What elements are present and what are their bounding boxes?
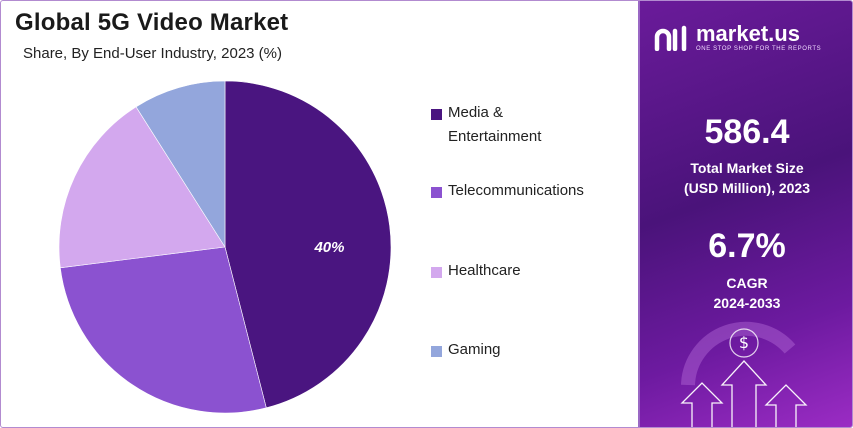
dollar-icon: $ (739, 333, 749, 352)
pie-slice-telecommunications (59, 246, 267, 414)
arrow-right-icon (764, 384, 808, 427)
market-size-value: 586.4 (704, 113, 790, 151)
legend-label-healthcare: Healthcare (448, 262, 521, 279)
chart-title: Global 5G Video Market (15, 9, 289, 36)
summary-panel: $ market.us ONE STOP SHOP FOR THE REPORT… (638, 1, 852, 427)
arrow-center-icon (720, 360, 768, 427)
pie-label-media-entertainment: 40% (313, 239, 344, 256)
brand-tagline: ONE STOP SHOP FOR THE REPORTS (696, 46, 822, 52)
legend-swatch-telecom (431, 187, 442, 198)
growth-arrows-illustration: $ (680, 321, 808, 427)
market-us-logo-icon (654, 25, 687, 51)
chart-subtitle: Share, By End-User Industry, 2023 (%) (23, 45, 282, 62)
cagr-label-1: CAGR (726, 275, 768, 291)
pie-chart: 40% (58, 80, 392, 414)
pie-slice-healthcare (58, 106, 226, 269)
legend-item-gaming: Gaming (431, 341, 501, 362)
legend-label-media-line2: Entertainment (448, 128, 542, 145)
arrow-left-icon (680, 382, 724, 427)
legend-label-media-line1: Media & (448, 104, 504, 121)
pie-slice-gaming (135, 80, 226, 249)
cagr-label-2: 2024-2033 (713, 295, 781, 311)
market-size-label-2: (USD Million), 2023 (683, 180, 811, 196)
chart-legend: Media & Entertainment Telecommunications… (431, 1, 636, 427)
market-size-label-1: Total Market Size (690, 160, 804, 176)
coin-circle (729, 328, 759, 358)
pie-slice-media-entertainment (224, 80, 392, 409)
legend-swatch-media (431, 109, 442, 120)
legend-swatch-healthcare (431, 267, 442, 278)
legend-label-telecom: Telecommunications (448, 182, 584, 199)
legend-item-media-entertainment: Media & Entertainment (431, 104, 541, 149)
decor-arc (681, 321, 796, 386)
chart-area: Global 5G Video Market Share, By End-Use… (1, 1, 638, 427)
legend-label-media: Media & Entertainment (448, 101, 541, 149)
legend-item-telecommunications: Telecommunications (431, 182, 584, 203)
brand-name: market.us (696, 21, 800, 46)
brand-logo: market.us ONE STOP SHOP FOR THE REPORTS (654, 23, 821, 53)
cagr-value: 6.7% (708, 227, 786, 265)
legend-item-healthcare: Healthcare (431, 262, 521, 283)
legend-label-gaming: Gaming (448, 341, 501, 358)
legend-swatch-gaming (431, 346, 442, 357)
